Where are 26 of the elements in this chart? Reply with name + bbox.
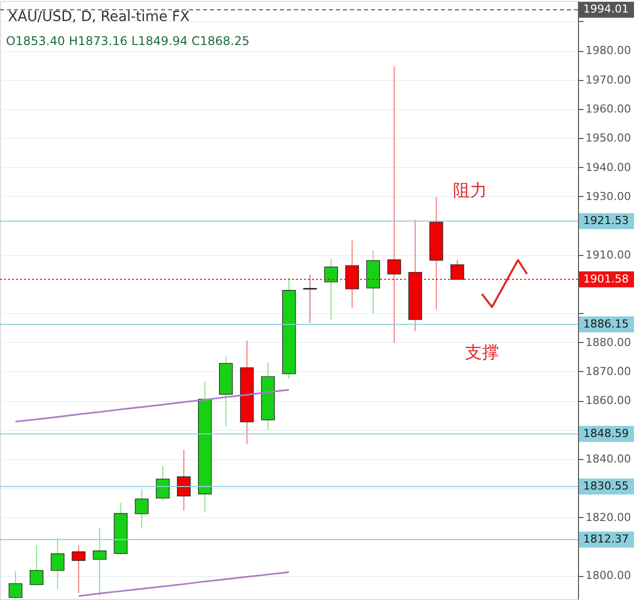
ref-line-label: 1848.59	[583, 426, 629, 440]
text: O1853.40 H1873.16 L1849.94 C1868.25	[6, 34, 250, 48]
line-series	[78, 571, 290, 597]
y-tick-label: 1970.00	[586, 73, 631, 86]
y-tick-label: 1820.00	[586, 510, 631, 524]
ref-line-label: 1921.53	[583, 214, 629, 228]
text: XAU/USD, D, Real-time FX	[8, 9, 190, 25]
y-tick-label: 1950.00	[586, 132, 631, 145]
ref-line-label: 1901.58	[583, 272, 629, 286]
y-tick-label: 1960.00	[586, 102, 631, 116]
ref-line-label: 1830.55	[583, 480, 629, 493]
y-tick-label: 1860.00	[586, 394, 631, 408]
ref-line-label: 1886.15	[583, 317, 629, 330]
y-tick-label: 1880.00	[586, 336, 631, 349]
y-tick-label: 1870.00	[586, 364, 631, 378]
annotation: 阻力	[453, 181, 487, 201]
ref-line-label: 1812.37	[583, 532, 629, 546]
ref-line-label: 1994.01	[583, 2, 629, 16]
y-tick-label: 1980.00	[586, 44, 631, 58]
y-tick-label: 1910.00	[586, 248, 631, 262]
y-tick-label: 1940.00	[586, 160, 631, 174]
line-series	[14, 389, 290, 422]
y-tick-label: 1930.00	[586, 190, 631, 203]
annotation: 支撑	[465, 343, 499, 363]
y-tick-label: 1840.00	[586, 452, 631, 466]
y-tick-label: 1800.00	[586, 569, 631, 582]
